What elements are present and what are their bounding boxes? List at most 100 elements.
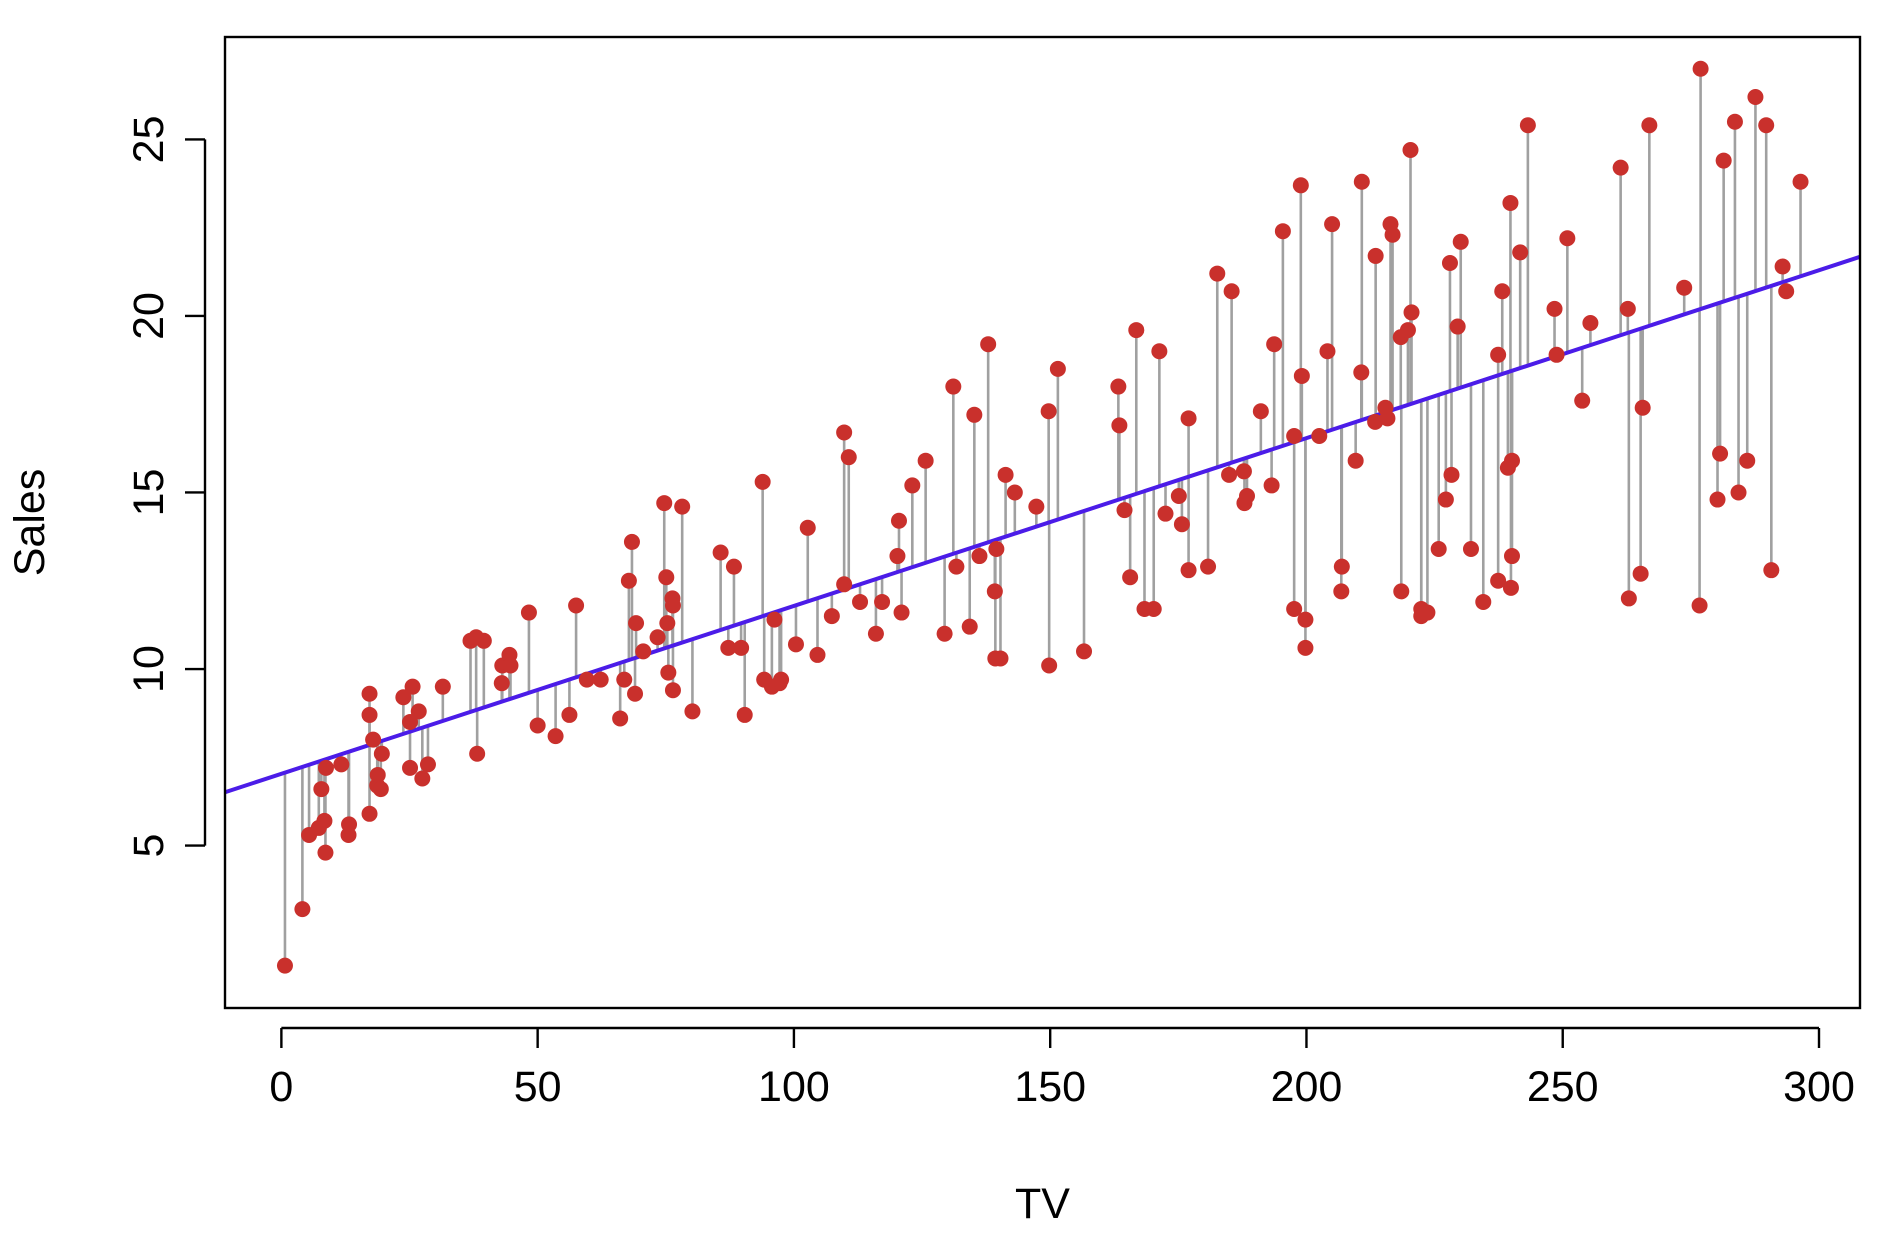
data-point-176 (1574, 392, 1591, 409)
plot-frame (223, 35, 1862, 1010)
data-point-88 (961, 618, 978, 635)
data-point-16 (369, 766, 386, 783)
data-point-144 (1379, 410, 1396, 427)
data-point-94 (988, 540, 1005, 557)
data-point-122 (1239, 488, 1256, 505)
data-point-5 (316, 812, 333, 829)
data-point-112 (1170, 488, 1187, 505)
data-point-31 (493, 675, 510, 692)
data-point-106 (1128, 322, 1145, 339)
data-point-150 (1402, 141, 1419, 158)
data-point-6 (317, 844, 334, 861)
data-point-59 (712, 544, 729, 561)
data-point-92 (986, 583, 1003, 600)
data-point-103 (1110, 378, 1127, 395)
data-point-129 (1292, 177, 1309, 194)
x-tick-label-0: 0 (269, 1063, 293, 1111)
data-point-189 (1715, 152, 1732, 169)
data-point-113 (1173, 516, 1190, 533)
data-point-83 (904, 477, 921, 494)
data-point-135 (1324, 216, 1341, 233)
data-point-1 (294, 901, 311, 918)
data-point-116 (1200, 558, 1217, 575)
data-point-23 (410, 703, 427, 720)
x-tick-label-3: 150 (1014, 1063, 1086, 1111)
data-point-53 (660, 664, 677, 681)
data-point-158 (1443, 466, 1460, 483)
data-point-133 (1311, 427, 1328, 444)
data-point-77 (852, 593, 869, 610)
data-point-155 (1430, 540, 1447, 557)
regression-line (224, 254, 1861, 795)
data-point-11 (361, 706, 378, 723)
x-tick-label-2: 100 (758, 1063, 830, 1111)
data-point-137 (1333, 558, 1350, 575)
data-point-190 (1726, 113, 1743, 130)
data-point-125 (1266, 336, 1283, 353)
data-point-171 (1512, 244, 1529, 261)
data-point-168 (1502, 579, 1519, 596)
y-tick-label-0: 5 (125, 834, 173, 858)
data-point-40 (578, 671, 595, 688)
data-point-124 (1263, 477, 1280, 494)
data-point-34 (502, 657, 519, 674)
data-point-48 (635, 643, 652, 660)
data-point-79 (874, 593, 891, 610)
data-point-10 (341, 816, 358, 833)
data-point-25 (419, 756, 436, 773)
data-point-178 (1612, 159, 1629, 176)
data-point-179 (1619, 300, 1636, 317)
data-point-73 (823, 608, 840, 625)
data-point-61 (725, 558, 742, 575)
data-point-44 (620, 572, 637, 589)
data-point-151 (1403, 304, 1420, 321)
data-point-159 (1449, 318, 1466, 335)
data-point-118 (1221, 466, 1238, 483)
data-point-99 (1040, 403, 1057, 420)
data-point-110 (1151, 343, 1168, 360)
residual-lines (283, 68, 1802, 966)
data-point-52 (659, 615, 676, 632)
data-point-132 (1297, 639, 1314, 656)
data-point-69 (773, 671, 790, 688)
data-point-12 (361, 685, 378, 702)
data-point-78 (867, 625, 884, 642)
data-point-140 (1353, 173, 1370, 190)
data-point-51 (658, 569, 675, 586)
data-point-58 (684, 703, 701, 720)
data-point-182 (1634, 399, 1651, 416)
data-point-160 (1452, 233, 1469, 250)
data-point-141 (1367, 413, 1384, 430)
data-point-41 (592, 671, 609, 688)
x-axis-label: TV (1015, 1180, 1070, 1228)
data-point-127 (1286, 601, 1303, 618)
data-point-192 (1739, 452, 1756, 469)
data-point-191 (1730, 484, 1747, 501)
data-point-80 (889, 548, 906, 565)
data-point-50 (656, 495, 673, 512)
data-point-193 (1747, 89, 1764, 106)
data-point-142 (1367, 247, 1384, 264)
data-point-18 (373, 745, 390, 762)
x-tick-label-4: 200 (1271, 1063, 1343, 1111)
data-point-186 (1692, 60, 1709, 77)
data-point-180 (1620, 590, 1637, 607)
data-point-119 (1223, 283, 1240, 300)
data-point-7 (317, 759, 334, 776)
data-point-183 (1641, 117, 1658, 134)
data-point-89 (966, 406, 983, 423)
data-point-42 (612, 710, 629, 727)
data-point-111 (1157, 505, 1174, 522)
data-point-102 (1076, 643, 1093, 660)
data-point-82 (893, 604, 910, 621)
data-point-115 (1180, 562, 1197, 579)
data-point-170 (1503, 452, 1520, 469)
data-point-24 (414, 770, 431, 787)
data-point-128 (1286, 427, 1303, 444)
data-point-55 (664, 682, 681, 699)
data-point-120 (1235, 463, 1252, 480)
data-point-173 (1546, 300, 1563, 317)
data-point-148 (1393, 583, 1410, 600)
data-point-109 (1145, 601, 1162, 618)
data-point-81 (890, 512, 907, 529)
